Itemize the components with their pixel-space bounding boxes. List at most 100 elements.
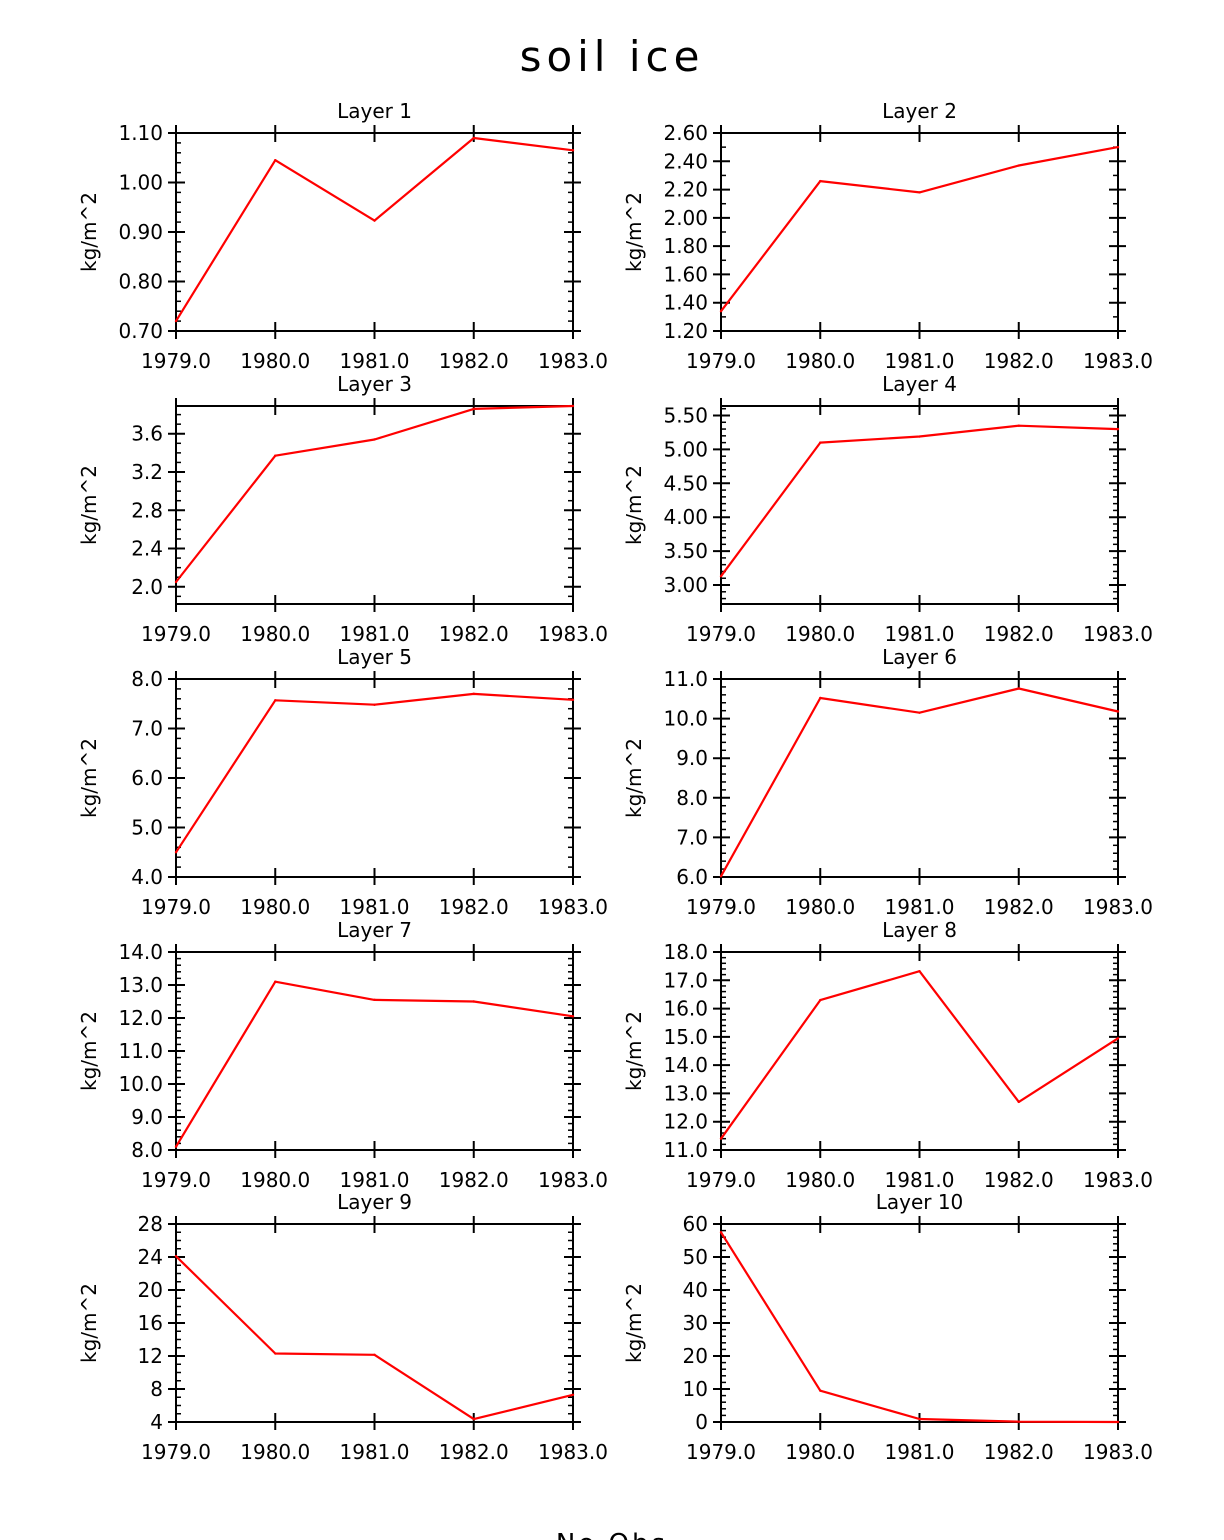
data-point bbox=[819, 179, 822, 183]
data-point bbox=[819, 441, 822, 444]
x-tick-label: 1982.0 bbox=[984, 1168, 1054, 1192]
y-tick-label: 12 bbox=[138, 1344, 163, 1368]
series-line bbox=[720, 146, 1119, 312]
data-point bbox=[1116, 1420, 1120, 1424]
x-tick-label: 1979.0 bbox=[141, 1168, 211, 1192]
x-tick-label: 1982.0 bbox=[439, 1168, 509, 1192]
y-tick-label: 18.0 bbox=[663, 940, 708, 964]
y-tick-label: 1.40 bbox=[663, 291, 708, 315]
y-axis-label: kg/m^2 bbox=[77, 192, 101, 272]
y-tick-label: 1.60 bbox=[663, 262, 708, 286]
data-point bbox=[274, 454, 277, 457]
y-axis-label: kg/m^2 bbox=[622, 192, 646, 272]
y-tick-label: 13.0 bbox=[663, 1081, 708, 1105]
x-tick-label: 1979.0 bbox=[686, 622, 756, 646]
y-tick-label: 1.80 bbox=[663, 234, 708, 258]
data-point bbox=[1017, 687, 1020, 690]
y-tick-label: 17.0 bbox=[663, 968, 708, 992]
x-tick-label: 1981.0 bbox=[885, 895, 955, 919]
x-tick-label: 1983.0 bbox=[1083, 1168, 1153, 1192]
x-tick-label: 1979.0 bbox=[141, 349, 211, 373]
panel-title: Layer 8 bbox=[882, 918, 957, 942]
y-tick-label: 1.20 bbox=[663, 319, 708, 343]
y-axis-label: kg/m^2 bbox=[622, 1283, 646, 1363]
y-tick-label: 10 bbox=[683, 1377, 708, 1401]
y-tick-label: 2.40 bbox=[663, 149, 708, 173]
data-point bbox=[719, 1137, 723, 1140]
panel-title: Layer 1 bbox=[337, 99, 412, 123]
y-tick-label: 5.0 bbox=[131, 816, 163, 840]
y-tick-label: 28 bbox=[138, 1212, 163, 1236]
y-tick-label: 2.4 bbox=[131, 537, 163, 561]
x-tick-label: 1980.0 bbox=[240, 1168, 310, 1192]
panel-grid: Layer 1 kg/m^2 0.70 0.80 0.90 1.00 1.10 1979.0 1… bbox=[77, 99, 1153, 1464]
x-tick-label: 1983.0 bbox=[538, 349, 608, 373]
data-point bbox=[472, 1417, 475, 1421]
data-point bbox=[1017, 1100, 1020, 1104]
data-point bbox=[571, 698, 575, 701]
y-tick-label: 9.0 bbox=[131, 1105, 163, 1129]
y-tick-label: 8.0 bbox=[676, 786, 708, 810]
data-point bbox=[174, 1254, 178, 1258]
y-tick-label: 40 bbox=[683, 1278, 708, 1302]
x-tick-label: 1982.0 bbox=[439, 1440, 509, 1464]
y-tick-label: 4.0 bbox=[131, 865, 163, 889]
y-axis-label: kg/m^2 bbox=[77, 1283, 101, 1363]
x-tick-label: 1983.0 bbox=[538, 895, 608, 919]
data-point bbox=[918, 970, 921, 973]
x-tick-label: 1979.0 bbox=[141, 622, 211, 646]
plot-frame bbox=[175, 1223, 574, 1423]
panel-layer-8: Layer 8 kg/m^2 11.0 12.0 13.0 14.0 15.0 16.0 17.… bbox=[622, 918, 1153, 1192]
data-point bbox=[571, 1015, 575, 1018]
y-tick-label: 0.90 bbox=[118, 220, 163, 244]
y-axis-label: kg/m^2 bbox=[77, 1011, 101, 1091]
panel-layer-2: Layer 2 kg/m^2 1.20 1.40 1.60 1.80 2.00 2.20 2.4… bbox=[622, 99, 1153, 373]
y-tick-label: 24 bbox=[138, 1245, 163, 1269]
plot-frame bbox=[175, 678, 574, 878]
x-tick-label: 1980.0 bbox=[785, 1440, 855, 1464]
panel-layer-7: Layer 7 kg/m^2 8.0 9.0 10.0 11.0 12.0 13.0 14.0 1… bbox=[77, 918, 608, 1192]
data-point bbox=[174, 319, 178, 323]
data-point bbox=[174, 851, 178, 854]
x-tick-label: 1983.0 bbox=[1083, 895, 1153, 919]
series-line bbox=[720, 970, 1119, 1140]
data-point bbox=[1017, 424, 1020, 427]
data-point bbox=[1116, 710, 1120, 713]
data-point bbox=[373, 438, 376, 441]
y-tick-label: 20 bbox=[683, 1344, 708, 1368]
data-point bbox=[918, 711, 921, 714]
y-tick-label: 10.0 bbox=[118, 1072, 163, 1096]
data-point bbox=[918, 191, 921, 194]
data-point bbox=[373, 1353, 376, 1356]
y-tick-label: 8.0 bbox=[131, 1138, 163, 1162]
x-tick-label: 1979.0 bbox=[686, 349, 756, 373]
y-tick-label: 6.0 bbox=[676, 865, 708, 889]
panel-layer-3: Layer 3 kg/m^2 2.0 2.4 2.8 3.2 3.6 1979.0 1980.0… bbox=[77, 372, 608, 646]
data-point bbox=[174, 1145, 178, 1148]
x-tick-label: 1983.0 bbox=[1083, 622, 1153, 646]
x-tick-label: 1979.0 bbox=[141, 1440, 211, 1464]
panel-layer-10: Layer 10 kg/m^2 0 10 20 30 40 50 60 1979.0 1980.0 1… bbox=[622, 1190, 1153, 1464]
data-point bbox=[274, 159, 277, 162]
x-tick-label: 1981.0 bbox=[340, 1168, 410, 1192]
y-tick-label: 9.0 bbox=[676, 746, 708, 770]
y-axis-label: kg/m^2 bbox=[77, 738, 101, 818]
y-tick-label: 5.50 bbox=[663, 403, 708, 427]
panel-layer-9: Layer 9 kg/m^2 4 8 12 16 20 24 28 1979.0 1980.0 198… bbox=[77, 1190, 608, 1464]
series-line bbox=[175, 692, 574, 853]
y-tick-label: 14.0 bbox=[663, 1053, 708, 1077]
data-point bbox=[274, 1352, 277, 1355]
y-tick-label: 1.10 bbox=[118, 121, 163, 145]
panel-title: Layer 5 bbox=[337, 645, 412, 669]
x-tick-label: 1982.0 bbox=[984, 895, 1054, 919]
y-tick-label: 8 bbox=[150, 1377, 163, 1401]
x-tick-label: 1982.0 bbox=[984, 622, 1054, 646]
x-tick-label: 1979.0 bbox=[686, 1440, 756, 1464]
series-line bbox=[720, 1231, 1119, 1424]
y-tick-label: 7.0 bbox=[131, 717, 163, 741]
x-tick-label: 1980.0 bbox=[785, 1168, 855, 1192]
data-point bbox=[918, 435, 921, 438]
panel-layer-1: Layer 1 kg/m^2 0.70 0.80 0.90 1.00 1.10 1979.0 1… bbox=[77, 99, 608, 373]
panel-title: Layer 7 bbox=[337, 918, 412, 942]
data-point bbox=[472, 692, 475, 696]
